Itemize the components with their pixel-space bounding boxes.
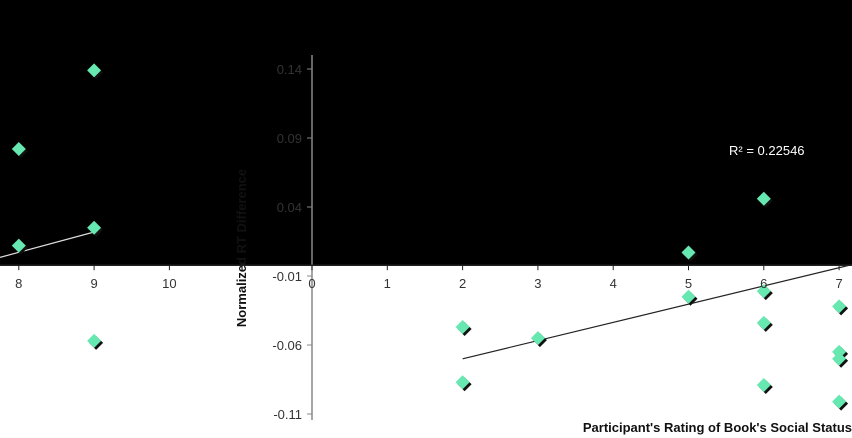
x-tick-label: 7 — [835, 276, 842, 291]
axes-layer — [0, 55, 852, 420]
data-point — [11, 142, 26, 157]
data-point — [455, 375, 470, 390]
data-point — [87, 220, 102, 235]
x-tick-label: 10 — [162, 276, 176, 291]
data-point — [756, 284, 771, 299]
x-tick-label: 4 — [610, 276, 617, 291]
x-tick-label: 2 — [459, 276, 466, 291]
trendline — [462, 264, 852, 360]
data-point — [756, 378, 771, 393]
x-axis-title: Participant's Rating of Book's Social St… — [583, 420, 852, 435]
trendline-continuation — [0, 231, 95, 258]
y-tick-label: 0.09 — [277, 131, 302, 146]
points-layer — [11, 63, 849, 411]
x-tick-label: 1 — [384, 276, 391, 291]
data-point — [11, 238, 26, 253]
data-point — [530, 331, 545, 346]
y-tick-label: 0.14 — [277, 62, 302, 77]
y-tick-label: -0.06 — [272, 338, 302, 353]
y-axis-title: Normalized RT Difference — [234, 169, 249, 327]
x-tick-label: 9 — [90, 276, 97, 291]
data-point — [87, 63, 102, 78]
data-point — [832, 351, 847, 366]
data-point — [455, 320, 470, 335]
r-squared-annotation: R² = 0.22546 — [729, 143, 805, 158]
x-tick-label: 0 — [308, 276, 315, 291]
data-point — [756, 315, 771, 330]
data-point — [681, 289, 696, 304]
plot-dark-region — [0, 22, 852, 265]
data-point — [87, 333, 102, 348]
y-tick-label: -0.01 — [272, 269, 302, 284]
text-layer: 0.14 0.09 0.04 -0.01 -0.06 -0.11 0 1 2 3 4 5 6 7 8 9 10 R… — [15, 62, 852, 435]
data-point — [832, 299, 847, 314]
x-tick-label: 8 — [15, 276, 22, 291]
data-point — [832, 394, 847, 409]
x-tick-label: 6 — [760, 276, 767, 291]
data-point — [681, 245, 696, 260]
y-tick-label: 0.04 — [277, 200, 302, 215]
y-tick-label: -0.11 — [273, 407, 302, 422]
trendline-layer — [0, 231, 852, 360]
x-tick-label: 5 — [685, 276, 692, 291]
plot-light-band — [0, 265, 852, 438]
data-point — [756, 191, 771, 206]
x-tick-label: 3 — [534, 276, 541, 291]
